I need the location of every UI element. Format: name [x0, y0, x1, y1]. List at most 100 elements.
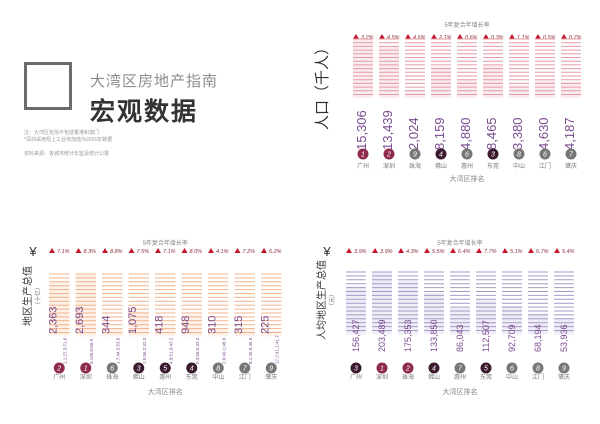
rank-badge — [106, 362, 118, 374]
bar — [450, 308, 470, 335]
rank-label: 6 — [543, 152, 547, 159]
data-label: 86,043 — [455, 324, 465, 352]
x-axis-label: 大湾区排名 — [148, 387, 183, 396]
title-square-icon — [24, 62, 72, 110]
tick-label: 惠州 — [159, 373, 171, 381]
note-line: *深圳采用规上工业增加值为2016年数据 — [24, 137, 113, 143]
growth-arrow-icon — [234, 248, 241, 253]
growth-arrow-icon — [128, 248, 135, 253]
growth-arrow-icon — [75, 248, 82, 253]
bar — [234, 329, 255, 337]
rank-label: 1 — [361, 152, 365, 159]
data-label: 8,159 — [432, 117, 447, 150]
growth-label: 3.2% — [361, 35, 374, 41]
bar — [75, 274, 96, 337]
data-label: 15,306 — [354, 110, 369, 150]
growth-arrow-icon — [476, 248, 482, 253]
data-label: 4,630 — [536, 117, 551, 150]
growth-label: 3.9% — [380, 249, 393, 255]
data-label: 133,850 — [429, 319, 439, 352]
tick-label: 中山 — [506, 373, 518, 381]
tick-label: 惠州 — [454, 373, 466, 381]
data-label: 948 — [180, 316, 192, 334]
rank-label: 6 — [110, 366, 114, 373]
tick-label: 佛山 — [435, 162, 447, 170]
growth-label: 8.8% — [110, 249, 123, 255]
bar — [535, 80, 555, 99]
tick-label: 广州 — [53, 373, 65, 381]
tick-label: 江门 — [239, 373, 251, 381]
growth-arrow-icon — [261, 248, 267, 253]
rank-badge — [461, 148, 473, 160]
breakdown-label: 0.139.0:60.9 — [89, 338, 94, 364]
tick-label: 佛山 — [133, 373, 145, 381]
bar — [431, 66, 451, 99]
rank-label: 4 — [190, 366, 194, 373]
growth-arrow-icon — [346, 248, 352, 253]
data-label: 53,936 — [559, 324, 569, 352]
bar — [457, 79, 477, 99]
growth-label: 6.4% — [458, 249, 471, 255]
data-label: 1,075 — [127, 306, 139, 334]
data-label: 315 — [233, 316, 245, 334]
y-axis-label: 地区生产总值 — [21, 266, 34, 326]
rank-badge — [383, 148, 395, 160]
growth-arrow-icon — [483, 34, 489, 39]
rank-badge — [265, 362, 277, 374]
data-label: 92,709 — [507, 324, 517, 352]
data-label: 68,194 — [533, 324, 543, 352]
bar — [405, 90, 425, 99]
growth-arrow-icon — [561, 34, 567, 39]
growth-arrow-icon — [457, 34, 463, 39]
breakdown-label: 8.1:45.9:45.9 — [248, 337, 253, 364]
growth-header: 5年复合年增长率 — [437, 239, 482, 247]
rank-badge — [558, 362, 570, 374]
rank-badge — [532, 362, 544, 374]
bar — [353, 39, 373, 99]
rank-badge — [513, 148, 525, 160]
note-line: 注：大湾区包括不包括香港和澳门 — [24, 130, 100, 136]
rank-label: 9 — [413, 152, 417, 159]
rank-label: 4 — [439, 152, 443, 159]
rank-label: 6 — [510, 366, 514, 373]
tick-label: 江门 — [539, 162, 551, 170]
growth-arrow-icon — [502, 248, 508, 253]
growth-header: 5年复合年增长率 — [143, 239, 188, 247]
data-label: 175,353 — [403, 319, 413, 352]
data-label: 310 — [206, 316, 218, 334]
rank-label: 3 — [491, 152, 495, 159]
rank-badge — [159, 362, 171, 374]
growth-label: 5.4% — [562, 249, 575, 255]
tick-label: 佛山 — [428, 373, 440, 381]
growth-arrow-icon — [535, 34, 541, 39]
rank-badge — [186, 362, 198, 374]
currency-icon: ¥ — [28, 244, 37, 259]
rank-label: 7 — [458, 366, 463, 373]
breakdown-label: 1.5:56.2:42.3 — [142, 337, 147, 364]
tick-label: 珠海 — [402, 373, 414, 381]
growth-label: 0.3% — [491, 35, 504, 41]
bar — [483, 65, 503, 99]
tick-label: 珠海 — [106, 373, 118, 381]
tick-label: 肇庆 — [558, 373, 570, 381]
rank-label: 4 — [432, 366, 436, 373]
rank-badge — [428, 362, 440, 374]
growth-arrow-icon — [181, 248, 188, 253]
bar — [128, 311, 149, 337]
data-label: 4,187 — [562, 117, 577, 150]
y-axis-label: 人均地区生产总值 — [315, 260, 328, 340]
growth-label: 4.5% — [387, 35, 400, 41]
bar — [561, 82, 581, 99]
tick-label: 深圳 — [383, 162, 395, 170]
growth-label: 5.1% — [510, 249, 523, 255]
rank-label: 8 — [216, 366, 220, 373]
rank-badge — [409, 148, 421, 160]
data-label: 13,439 — [380, 110, 395, 150]
source-notes: 注：大湾区包括不包括香港和澳门 *深圳采用规上工业增加值为2016年数据 资料来… — [24, 130, 112, 158]
bar — [181, 314, 202, 337]
growth-arrow-icon — [424, 248, 430, 253]
rank-label: 5 — [484, 366, 488, 373]
growth-label: 7.5% — [137, 249, 150, 255]
growth-arrow-icon — [379, 34, 385, 39]
